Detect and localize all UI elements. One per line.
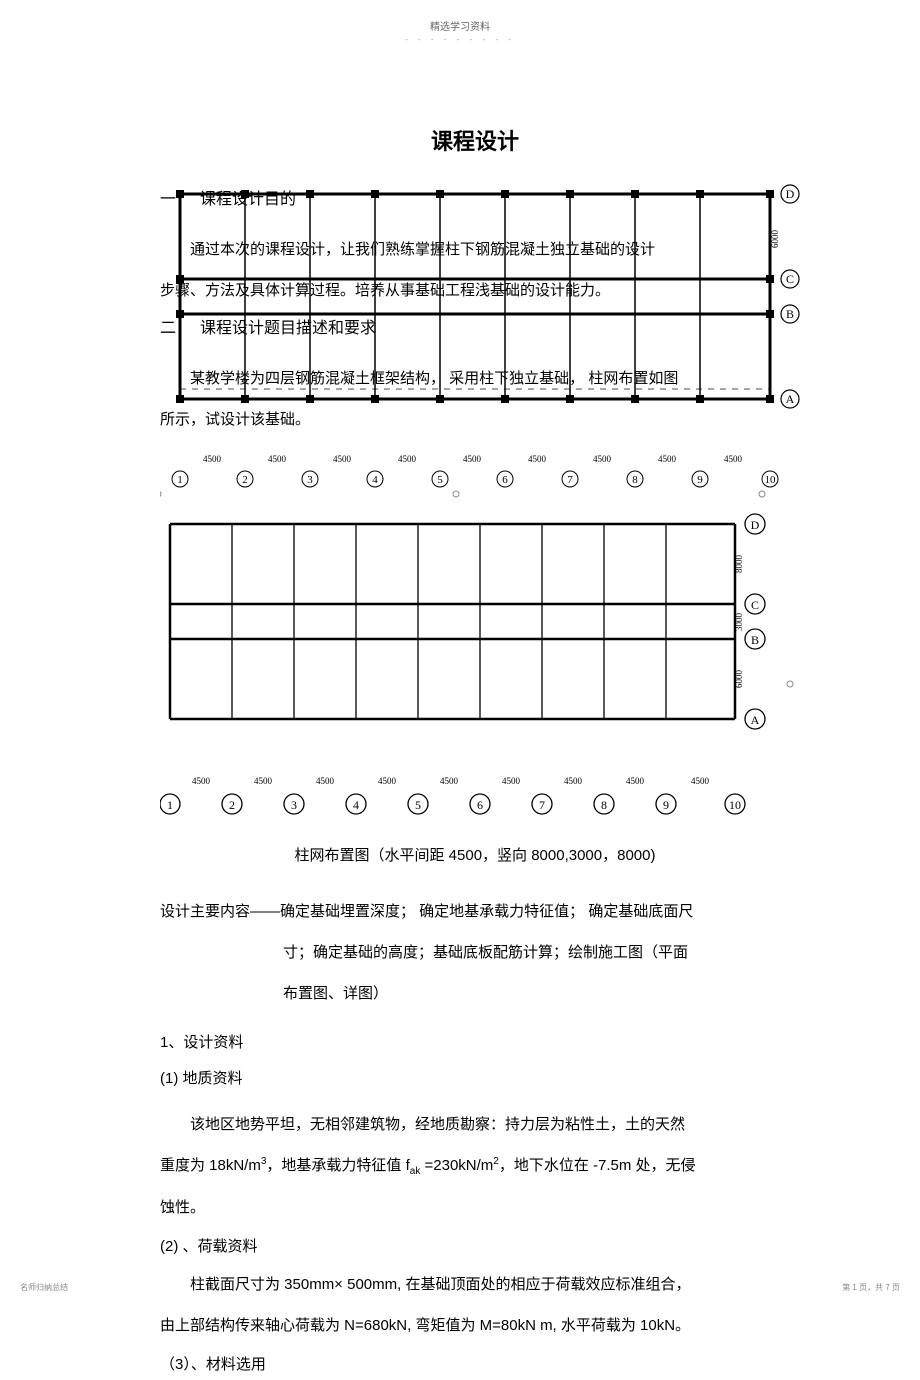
footer-left: 名师归纳总结 (20, 1282, 68, 1293)
item-1-2: (2) 、荷载资料 (160, 1232, 790, 1262)
section-1-num: 一． (160, 186, 200, 215)
section-2-heading: 二．课程设计题目描述和要求 (160, 315, 790, 344)
footer-right: 第 1 页，共 7 页 (842, 1282, 900, 1293)
load-text1: 柱截面尺寸为 350mm× 500mm, 在基础顶面处的相应于荷载效应标准组合， (160, 1268, 790, 1301)
diagram-caption: 柱网布置图（水平间距 4500，竖向 8000,3000，8000) (160, 844, 790, 865)
item-1-1: (1) 地质资料 (160, 1064, 790, 1094)
section-1-text2: 步骤、方法及具体计算过程。培养从事基础工程浅基础的设计能力。 (160, 274, 790, 307)
diagram-spacer (160, 444, 790, 824)
section-1-heading: 一．课程设计目的 (160, 186, 790, 215)
load-text2: 由上部结构传来轴心荷载为 N=680kN, 弯矩值为 M=80kN m, 水平荷… (160, 1309, 790, 1342)
item-1: 1、设计资料 (160, 1028, 790, 1058)
design-sub2: 布置图、详图） (160, 977, 790, 1010)
page-header-dots: - - - - - - - - - (0, 35, 920, 44)
geo-text2: 重度为 18kN/m3，地基承载力特征值 fak =230kN/m2，地下水位在… (160, 1149, 790, 1183)
section-2-text2: 所示，试设计该基础。 (160, 403, 790, 436)
design-sub1: 寸；确定基础的高度；基础底板配筋计算；绘制施工图（平面 (160, 936, 790, 969)
page-header-label: 精选学习资料 (0, 0, 920, 33)
section-1-text1: 通过本次的课程设计，让我们熟练掌握柱下钢筋混凝土独立基础的设计 (160, 233, 790, 266)
design-main-line: 设计主要内容——确定基础埋置深度； 确定地基承载力特征值； 确定基础底面尺 (160, 895, 790, 928)
section-1-title: 课程设计目的 (200, 191, 296, 208)
section-2-text1: 某教学楼为四层钢筋混凝土框架结构， 采用柱下独立基础， 柱网布置如图 (160, 362, 790, 395)
page-title: 课程设计 (160, 124, 790, 156)
geo-text1: 该地区地势平坦，无相邻建筑物，经地质勘察：持力层为粘性土，土的天然 (160, 1108, 790, 1141)
section-2-title: 课程设计题目描述和要求 (200, 320, 376, 337)
section-2-num: 二． (160, 315, 200, 344)
item-1-3: （3）、材料选用 (160, 1350, 790, 1380)
geo-text3: 蚀性。 (160, 1191, 790, 1224)
